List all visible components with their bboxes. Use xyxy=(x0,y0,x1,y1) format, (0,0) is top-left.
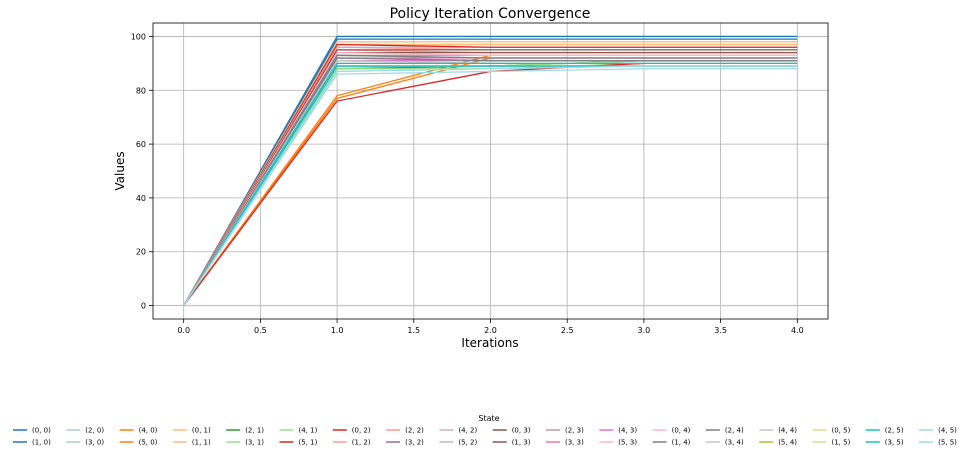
legend-entry: (0, 3) xyxy=(512,427,531,435)
grid xyxy=(153,23,828,319)
legend-entry: (3, 1) xyxy=(245,439,264,447)
legend-entry: (2, 3) xyxy=(565,427,584,435)
legend-entry: (2, 1) xyxy=(245,427,264,435)
x-tick-label: 1.0 xyxy=(331,326,344,335)
series-line xyxy=(183,35,798,306)
legend-title: State xyxy=(478,414,499,423)
legend-entry: (2, 2) xyxy=(405,427,424,435)
series-line xyxy=(183,68,798,306)
legend-entry: (5, 4) xyxy=(778,439,797,447)
x-tick-label: 0.0 xyxy=(177,326,190,335)
x-tick-label: 3.5 xyxy=(714,326,727,335)
legend-entry: (5, 1) xyxy=(299,439,318,447)
y-tick-label: 100 xyxy=(131,32,146,41)
series-line xyxy=(183,43,798,306)
x-axis-label: Iterations xyxy=(461,336,518,350)
legend: (0, 0) (1, 0) (2, 0) (3, 0) (4, 0) (5, 0) (0, … xyxy=(13,427,957,447)
legend-entry: (1, 2) xyxy=(352,439,371,447)
series-layer xyxy=(183,35,798,307)
legend-entry: (4, 2) xyxy=(458,427,477,435)
legend-entry: (5, 5) xyxy=(938,439,957,447)
x-tick-label: 4.0 xyxy=(791,326,804,335)
x-tick-label: 2.5 xyxy=(561,326,574,335)
legend-entry: (3, 0) xyxy=(85,439,104,447)
legend-entry: (1, 3) xyxy=(512,439,531,447)
legend-entry: (1, 0) xyxy=(32,439,51,447)
chart-title: Policy Iteration Convergence xyxy=(390,6,591,22)
legend-entry: (0, 4) xyxy=(672,427,691,435)
legend-entry: (3, 2) xyxy=(405,439,424,447)
series-line xyxy=(183,38,798,306)
legend-entry: (0, 2) xyxy=(352,427,371,435)
legend-entry: (4, 4) xyxy=(778,427,797,435)
legend-entry: (1, 5) xyxy=(832,439,851,447)
legend-entry: (1, 4) xyxy=(672,439,691,447)
y-tick-label: 0 xyxy=(141,302,146,311)
legend-entry: (3, 3) xyxy=(565,439,584,447)
legend-entry: (4, 1) xyxy=(299,427,318,435)
legend-entry: (5, 2) xyxy=(458,439,477,447)
series-line xyxy=(183,51,798,306)
x-tick-label: 1.5 xyxy=(407,326,420,335)
series-line xyxy=(183,65,798,306)
x-tick-label: 0.5 xyxy=(254,326,267,335)
legend-entry: (5, 0) xyxy=(139,439,158,447)
series-line xyxy=(183,41,798,306)
y-tick-label: 20 xyxy=(136,248,146,257)
legend-entry: (2, 0) xyxy=(85,427,104,435)
series-line xyxy=(183,49,798,306)
legend-entry: (0, 5) xyxy=(832,427,851,435)
series-line xyxy=(183,54,798,306)
legend-entry: (2, 4) xyxy=(725,427,744,435)
legend-entry: (3, 5) xyxy=(885,439,904,447)
y-tick-label: 80 xyxy=(136,86,146,95)
y-tick-label: 60 xyxy=(136,140,146,149)
legend-entry: (2, 5) xyxy=(885,427,904,435)
y-axis-label: Values xyxy=(113,151,127,190)
y-tick-label: 40 xyxy=(136,194,146,203)
legend-entry: (4, 0) xyxy=(139,427,158,435)
series-line xyxy=(183,57,798,306)
legend-entry: (5, 3) xyxy=(618,439,637,447)
legend-entry: (4, 3) xyxy=(618,427,637,435)
legend-entry: (1, 1) xyxy=(192,439,211,447)
legend-entry: (3, 4) xyxy=(725,439,744,447)
series-line xyxy=(183,62,798,306)
y-axis-ticks: 0 20 40 60 80 100 xyxy=(131,32,153,311)
x-axis-ticks: 0.0 0.5 1.0 1.5 2.0 2.5 3.0 3.5 4.0 xyxy=(177,319,804,335)
x-tick-label: 2.0 xyxy=(484,326,497,335)
x-tick-label: 3.0 xyxy=(638,326,651,335)
legend-entry: (0, 0) xyxy=(32,427,51,435)
legend-entry: (0, 1) xyxy=(192,427,211,435)
legend-entry: (4, 5) xyxy=(938,427,957,435)
